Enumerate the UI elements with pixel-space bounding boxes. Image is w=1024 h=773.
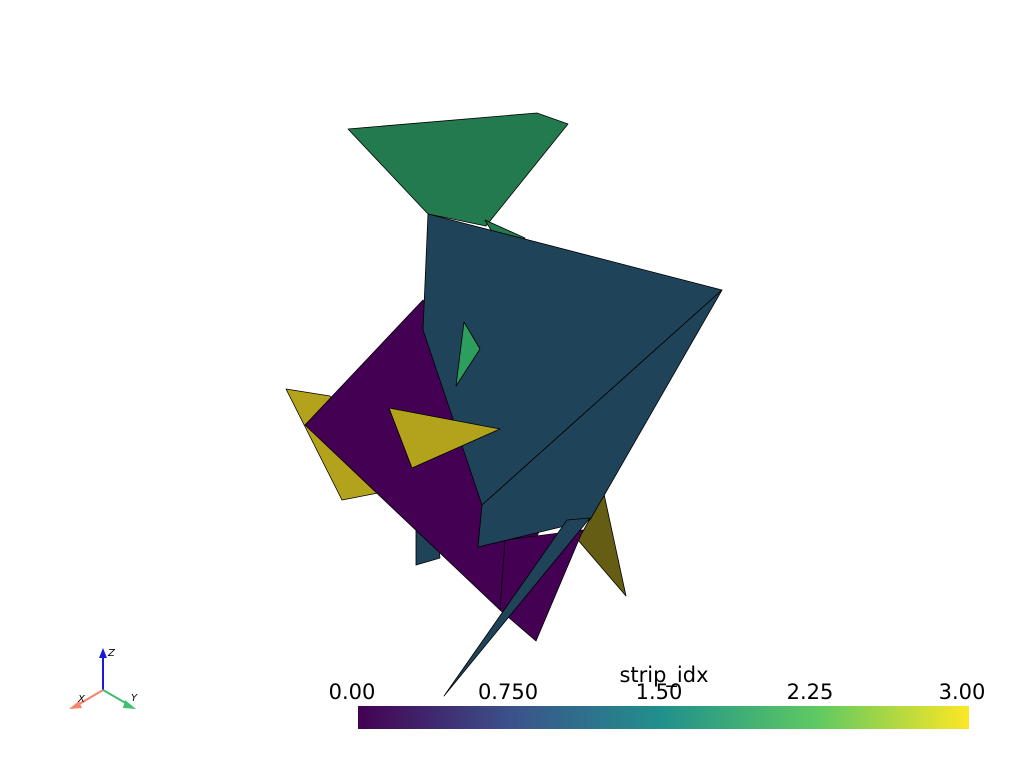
- scalar-bar-title: strip_idx: [619, 663, 708, 688]
- z-axis-label: Z: [107, 648, 116, 659]
- scalar-bar-gradient: [358, 706, 969, 729]
- x-axis-line: [75, 689, 104, 707]
- y-axis-arrow: [123, 700, 136, 709]
- mesh-triangle: [443, 517, 591, 697]
- mesh-triangle: [388, 407, 501, 469]
- scalar-bar: strip_idx 0.00 0.750 1.50 2.25 3.00: [329, 663, 986, 729]
- mesh-triangle: [347, 112, 569, 227]
- scalar-bar-tick-label: 3.00: [939, 680, 986, 704]
- mesh-geometry: [285, 112, 723, 697]
- mesh-triangle: [477, 289, 723, 548]
- scalar-bar-tick-label: 1.50: [636, 680, 683, 704]
- x-axis-arrow: [69, 701, 82, 709]
- y-axis-label: Y: [131, 693, 138, 704]
- mesh-triangle: [499, 529, 584, 642]
- z-axis-arrow: [99, 648, 107, 658]
- scalar-bar-tick-label: 0.00: [329, 680, 376, 704]
- orientation-axes-widget[interactable]: Z X Y: [69, 648, 138, 709]
- x-axis-label: X: [77, 694, 86, 705]
- mesh-triangle: [455, 321, 481, 387]
- scalar-bar-tick-label: 0.750: [478, 680, 538, 704]
- scalar-bar-tick-label: 2.25: [787, 680, 834, 704]
